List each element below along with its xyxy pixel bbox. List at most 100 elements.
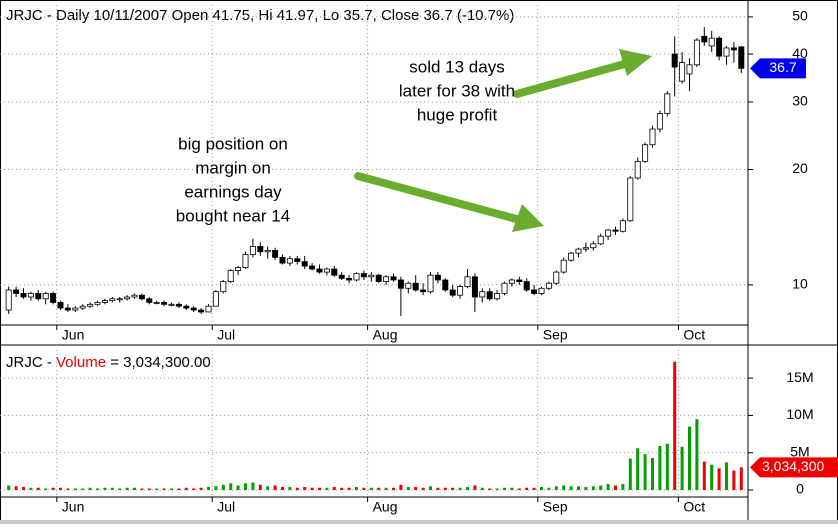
candle-body — [264, 250, 271, 253]
candle-body — [338, 274, 345, 279]
volume-bar — [221, 484, 225, 490]
volume-bar — [147, 488, 151, 490]
last-volume-label: 3,034,300 — [762, 458, 824, 474]
candle-body — [286, 258, 293, 264]
y-tick-label: 0 — [796, 481, 804, 497]
volume-bar — [325, 487, 329, 490]
volume-bar — [347, 487, 351, 490]
volume-bar — [392, 487, 395, 490]
y-tick-label: 10M — [786, 406, 813, 422]
volume-bar — [7, 485, 11, 490]
candle-body — [486, 291, 493, 300]
x-tick-label: Sep — [543, 327, 568, 343]
volume-bar — [118, 488, 122, 490]
candle-body — [72, 307, 79, 311]
volume-bar — [621, 484, 625, 490]
candle-body — [545, 282, 552, 289]
candle-body — [5, 289, 12, 311]
volume-bar — [406, 487, 410, 490]
candle-body — [427, 274, 434, 293]
volume-bar — [606, 484, 610, 490]
candle-body — [412, 282, 419, 291]
candle-body — [227, 270, 234, 283]
volume-bar — [665, 443, 669, 490]
annotation-line: sold 13 days — [409, 57, 504, 76]
annotation-line: margin on — [195, 158, 271, 177]
candle-body — [183, 305, 190, 309]
volume-bar — [59, 487, 62, 490]
y-tick-label: 50 — [792, 8, 808, 24]
volume-bar — [443, 487, 447, 490]
candle-body — [146, 298, 153, 303]
volume-bar — [133, 487, 136, 490]
volume-bar — [569, 486, 573, 490]
y-tick-label: 5M — [790, 443, 809, 459]
candle-body — [679, 62, 686, 82]
volume-bar — [384, 487, 388, 490]
candle-body — [64, 307, 71, 311]
candle-body — [101, 300, 108, 303]
volume-bar — [414, 487, 418, 490]
annotation-line: bought near 14 — [176, 206, 290, 225]
annotation-line: big position on — [178, 134, 288, 153]
last-price-tag — [750, 58, 806, 79]
candle-body — [20, 293, 27, 298]
volume-bar — [628, 458, 632, 490]
volume-name: Volume — [56, 354, 106, 371]
volume-bar — [717, 468, 721, 490]
volume-symbol: JRJC - — [6, 354, 52, 371]
candle-body — [190, 307, 197, 311]
candle-body — [405, 282, 412, 289]
volume-bar — [258, 484, 262, 490]
volume-bar — [362, 487, 366, 490]
volume-bar — [318, 487, 321, 490]
volume-bar — [207, 487, 210, 490]
volume-bar — [658, 445, 662, 490]
candle-body — [87, 303, 94, 307]
volume-bar — [480, 487, 484, 490]
volume-bar — [88, 487, 92, 490]
candle-body — [198, 309, 205, 313]
annotation-line: earnings day — [184, 182, 282, 201]
arrow-head — [512, 204, 544, 232]
volume-title: JRJC - Volume = 3,034,300.00 — [6, 354, 211, 371]
annotation-line: huge profit — [417, 105, 498, 124]
volume-bar — [229, 483, 233, 490]
volume-bar — [192, 488, 196, 490]
candle-body — [13, 289, 20, 294]
candle-body — [420, 289, 427, 293]
x-tick-label: Aug — [373, 499, 398, 515]
volume-bar — [436, 487, 440, 490]
volume-bar — [170, 488, 173, 490]
volume-bar — [702, 461, 706, 490]
x-tick-label: Jun — [62, 327, 85, 343]
volume-bar — [680, 446, 684, 490]
volume-bar — [162, 488, 166, 490]
volume-bar — [554, 486, 558, 490]
volume-bar — [488, 488, 492, 490]
candle-body — [35, 293, 42, 300]
candle-body — [664, 93, 671, 114]
volume-bar — [503, 487, 506, 490]
candle-body — [294, 258, 301, 263]
candle-body — [242, 254, 249, 268]
volume-bar — [244, 483, 247, 490]
candle-body — [464, 276, 471, 287]
candle-body — [27, 293, 34, 298]
volume-bar — [540, 487, 543, 490]
candle-body — [494, 293, 501, 300]
volume-bar — [288, 487, 292, 490]
candle-body — [109, 298, 116, 302]
candle-body — [693, 39, 700, 66]
candle-body — [531, 289, 538, 294]
candle-body — [716, 37, 723, 57]
candle-body — [50, 293, 57, 303]
candle-body — [582, 247, 589, 250]
volume-bar — [725, 462, 728, 490]
arrow-head — [619, 49, 652, 76]
volume-bar — [614, 485, 617, 490]
candle-body — [57, 302, 64, 309]
candle-body — [597, 235, 604, 245]
